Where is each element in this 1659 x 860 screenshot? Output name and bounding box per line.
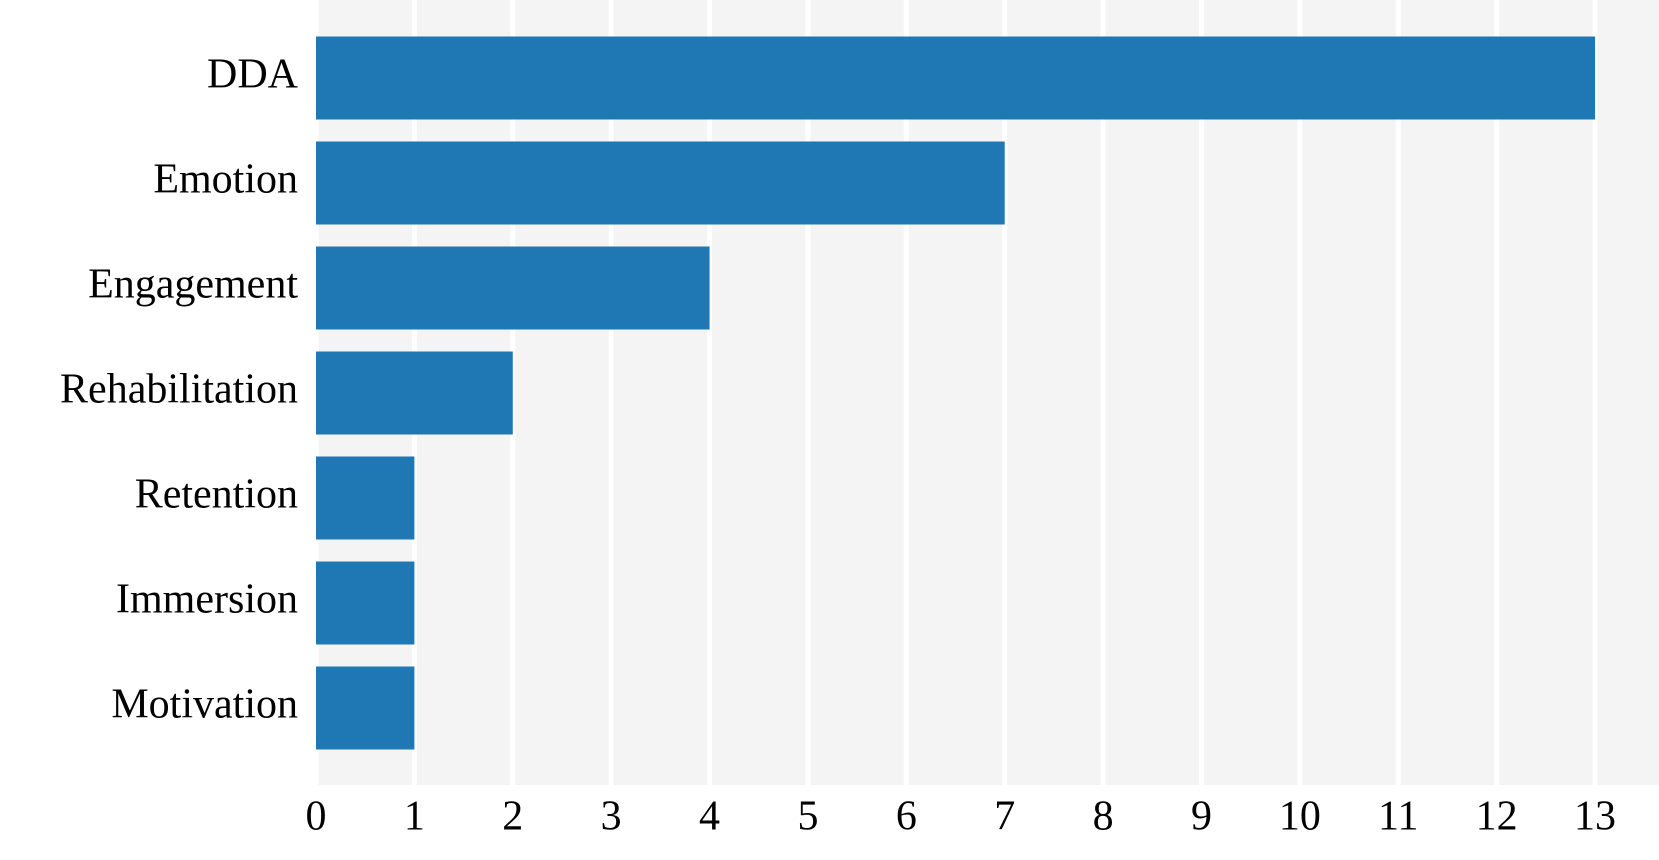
y-tick-label: Emotion <box>153 157 298 203</box>
x-tick-label: 0 <box>306 794 327 840</box>
x-tick-label: 12 <box>1476 794 1518 840</box>
y-tick-label: Retention <box>135 472 298 518</box>
bar <box>316 666 415 750</box>
bar <box>316 36 1596 120</box>
x-tick-label: 4 <box>699 794 720 840</box>
x-tick-label: 7 <box>994 794 1015 840</box>
x-tick-label: 3 <box>601 794 622 840</box>
y-tick-label: Engagement <box>88 262 298 308</box>
x-tick-label: 1 <box>404 794 425 840</box>
y-tick-label: Motivation <box>111 682 298 728</box>
bar <box>316 351 513 435</box>
y-tick-label: Immersion <box>116 577 298 623</box>
x-tick-label: 9 <box>1191 794 1212 840</box>
bar <box>316 141 1005 225</box>
bar <box>316 246 710 330</box>
x-tick-label: 13 <box>1574 794 1616 840</box>
bar <box>316 561 415 645</box>
x-tick-label: 10 <box>1279 794 1321 840</box>
x-tick-label: 6 <box>896 794 917 840</box>
x-tick-label: 8 <box>1093 794 1114 840</box>
bar <box>316 456 415 540</box>
x-tick-label: 2 <box>502 794 523 840</box>
plot-background <box>316 0 1659 785</box>
x-tick-label: 11 <box>1378 794 1418 840</box>
y-tick-label: Rehabilitation <box>60 367 298 413</box>
y-tick-label: DDA <box>207 52 299 98</box>
x-tick-label: 5 <box>797 794 818 840</box>
